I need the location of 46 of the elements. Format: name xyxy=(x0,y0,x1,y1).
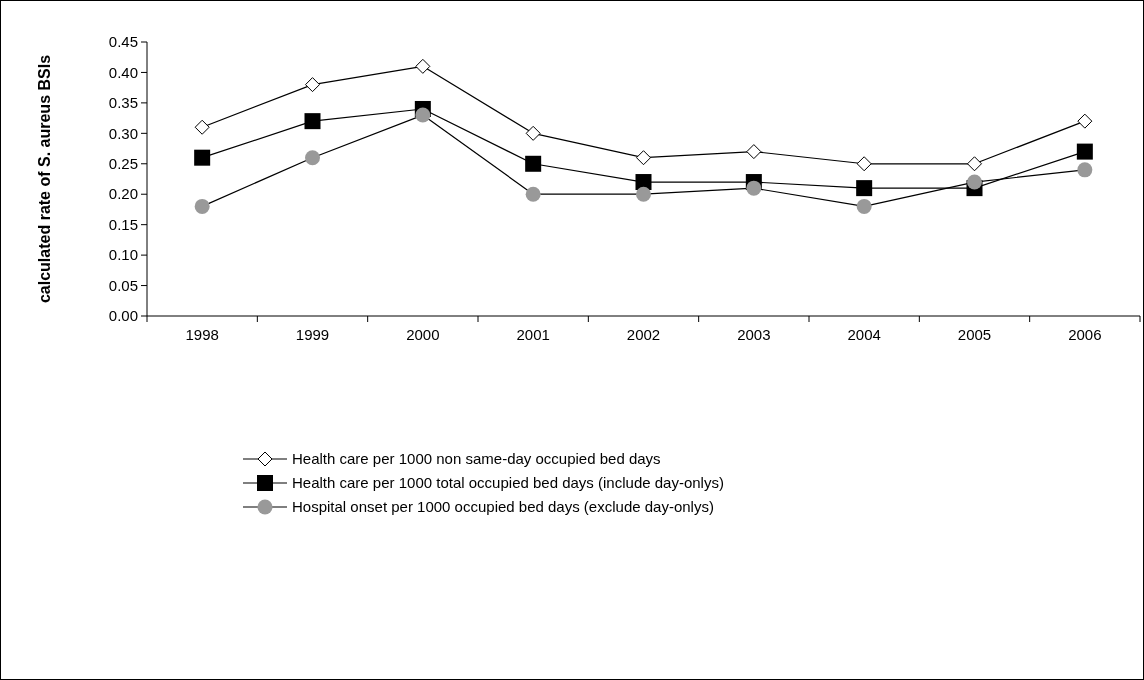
point xyxy=(525,155,542,172)
point xyxy=(856,198,872,214)
y-tick-label: 0.35 xyxy=(108,94,138,112)
point xyxy=(967,174,982,190)
point xyxy=(1077,162,1093,178)
legend-label: Health care per 1000 total occupied bed days (include day-onlys) xyxy=(292,474,724,492)
x-tick-label: 1998 xyxy=(185,326,219,343)
x-tick-label: 2004 xyxy=(847,326,881,343)
x-tick-label: 2005 xyxy=(957,326,992,343)
y-tick-label: 0.25 xyxy=(108,155,138,173)
point xyxy=(194,149,211,166)
y-tick-label: 0.45 xyxy=(108,33,138,51)
y-tick-label: 0.10 xyxy=(108,246,138,264)
legend-label: Health care per 1000 non same-day occupied bed days xyxy=(292,450,661,468)
y-tick-label: 0.40 xyxy=(108,63,138,81)
point xyxy=(305,150,320,166)
point xyxy=(304,113,321,130)
x-tick-label: 1999 xyxy=(295,326,330,343)
y-tick-label: 0.15 xyxy=(108,215,138,233)
point xyxy=(415,58,431,74)
x-tick-label: 2002 xyxy=(626,326,661,343)
y-tick-label: 0.05 xyxy=(108,276,138,294)
y-tick-label: 0.20 xyxy=(108,185,138,203)
x-tick-label: 2003 xyxy=(737,326,771,343)
y-tick-label: 0.00 xyxy=(108,307,138,325)
point xyxy=(967,156,982,172)
point xyxy=(1076,143,1093,160)
y-tick-label: 0.30 xyxy=(108,124,138,142)
point xyxy=(1077,113,1093,129)
point xyxy=(525,125,541,141)
point xyxy=(194,198,210,214)
point xyxy=(194,119,210,135)
point xyxy=(636,186,651,202)
point xyxy=(856,156,872,172)
point xyxy=(746,180,762,196)
point xyxy=(525,186,541,202)
x-tick-label: 2006 xyxy=(1068,326,1102,343)
x-tick-label: 2000 xyxy=(406,326,440,343)
point xyxy=(415,107,431,123)
point xyxy=(856,180,873,197)
point xyxy=(636,150,651,166)
x-tick-label: 2001 xyxy=(516,326,550,343)
legend-label: Hospital onset per 1000 occupied bed days (exclude day-onlys) xyxy=(292,498,714,516)
y-axis-title: calculated rate of S. aureus BSIs xyxy=(36,54,53,304)
point xyxy=(305,77,320,93)
point xyxy=(746,144,762,160)
